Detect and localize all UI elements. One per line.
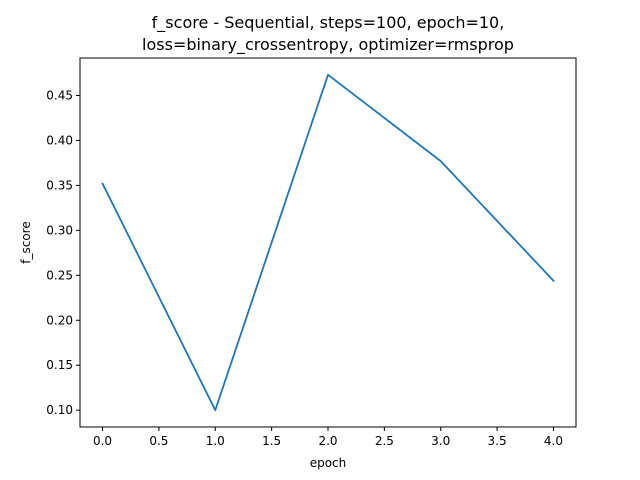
y-tick-label: 0.40 xyxy=(46,133,73,147)
chart-title-line-1: f_score - Sequential, steps=100, epoch=1… xyxy=(152,13,505,33)
x-tick-label: 4.0 xyxy=(544,434,563,448)
y-tick-label: 0.20 xyxy=(46,313,73,327)
x-tick-label: 2.5 xyxy=(375,434,394,448)
y-axis-ticks: 0.10 0.15 0.20 0.25 0.30 0.35 0.40 0.45 xyxy=(46,88,80,417)
x-tick-label: 3.5 xyxy=(488,434,507,448)
y-tick-label: 0.10 xyxy=(46,403,73,417)
x-tick-label: 1.0 xyxy=(206,434,225,448)
y-tick-label: 0.45 xyxy=(46,88,73,102)
x-axis-ticks: 0.0 0.5 1.0 1.5 2.0 2.5 3.0 3.5 4.0 xyxy=(93,427,563,448)
x-tick-label: 2.0 xyxy=(318,434,337,448)
y-tick-label: 0.25 xyxy=(46,268,73,282)
x-tick-label: 3.0 xyxy=(431,434,450,448)
x-tick-label: 0.5 xyxy=(149,434,168,448)
y-axis-label: f_score xyxy=(19,221,33,263)
series-line xyxy=(101,73,555,412)
x-tick-label: 1.5 xyxy=(262,434,281,448)
plot-area-frame xyxy=(79,57,577,428)
x-axis-label: epoch xyxy=(310,456,347,470)
chart-title-line-2: loss=binary_crossentropy, optimizer=rmsp… xyxy=(142,35,514,55)
y-tick-label: 0.15 xyxy=(46,358,73,372)
x-tick-label: 0.0 xyxy=(93,434,112,448)
y-tick-label: 0.35 xyxy=(46,178,73,192)
y-tick-label: 0.30 xyxy=(46,223,73,237)
